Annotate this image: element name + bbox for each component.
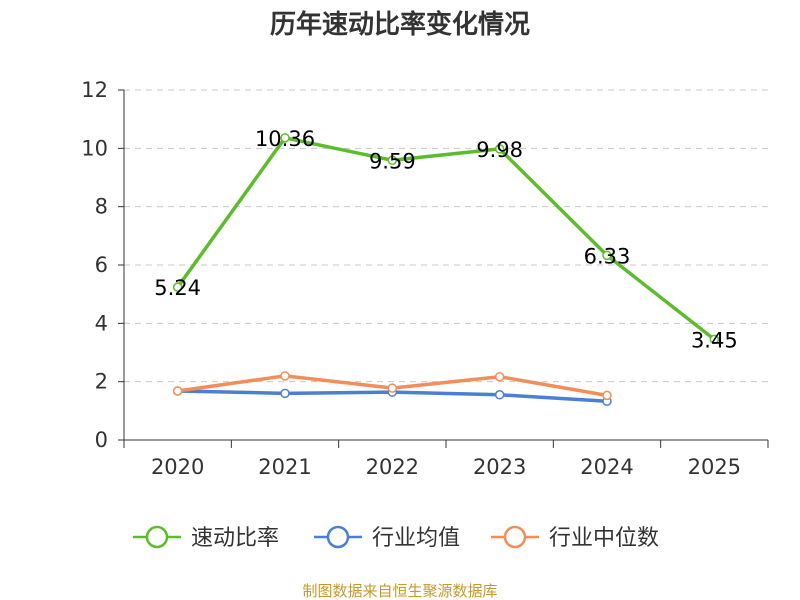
legend-label: 行业均值 bbox=[372, 526, 460, 551]
series-layer bbox=[172, 133, 720, 406]
data-label: 6.33 bbox=[584, 244, 631, 268]
data-label: 10.36 bbox=[255, 127, 315, 151]
data-point bbox=[280, 388, 290, 399]
x-tick-label: 2025 bbox=[688, 455, 741, 479]
y-tick-label: 4 bbox=[95, 311, 108, 335]
y-tick-label: 6 bbox=[95, 253, 108, 277]
data-point bbox=[387, 155, 398, 166]
data-point bbox=[280, 371, 290, 381]
data-label: 9.59 bbox=[369, 149, 416, 173]
axes: 0 2 4 6 8 10 12 2020 2021 2022 2023 2024 2025 bbox=[81, 78, 769, 479]
data-label: 5.24 bbox=[154, 276, 201, 300]
source-note: 制图数据来自恒生聚源数据库 bbox=[302, 582, 497, 600]
legend-marker bbox=[326, 525, 350, 549]
legend-label: 速动比率 bbox=[191, 526, 279, 551]
chart-title: 历年速动比率变化情况 bbox=[270, 9, 530, 40]
legend-label: 行业中位数 bbox=[549, 526, 659, 551]
data-point bbox=[172, 282, 183, 292]
data-label: 3.45 bbox=[691, 328, 738, 352]
data-point bbox=[280, 133, 290, 143]
y-tick-label: 2 bbox=[95, 370, 108, 394]
x-tick-label: 2022 bbox=[366, 455, 419, 479]
legend-marker bbox=[145, 525, 169, 549]
x-tick-label: 2023 bbox=[473, 455, 526, 479]
y-tick-label: 12 bbox=[81, 78, 108, 102]
data-label: 9.98 bbox=[476, 138, 523, 162]
y-tick-label: 8 bbox=[95, 195, 108, 219]
data-point bbox=[172, 386, 183, 396]
data-point bbox=[387, 383, 398, 393]
x-tick-label: 2020 bbox=[151, 455, 204, 479]
legend-marker bbox=[503, 525, 527, 549]
data-point bbox=[494, 390, 505, 400]
data-labels: 5.24 10.36 9.59 9.98 6.33 3.45 bbox=[154, 127, 737, 353]
x-tick-label: 2021 bbox=[258, 455, 311, 479]
y-tick-label: 0 bbox=[95, 428, 108, 452]
series-line bbox=[176, 136, 716, 341]
data-point bbox=[494, 144, 505, 154]
data-point bbox=[494, 371, 505, 382]
y-tick-label: 10 bbox=[81, 136, 108, 160]
grid-lines bbox=[124, 89, 768, 383]
x-tick-label: 2024 bbox=[580, 455, 633, 479]
legend: 速动比率 行业均值 行业中位数 bbox=[133, 525, 659, 551]
data-point bbox=[602, 250, 612, 261]
data-point bbox=[602, 390, 612, 401]
data-point bbox=[709, 334, 720, 345]
